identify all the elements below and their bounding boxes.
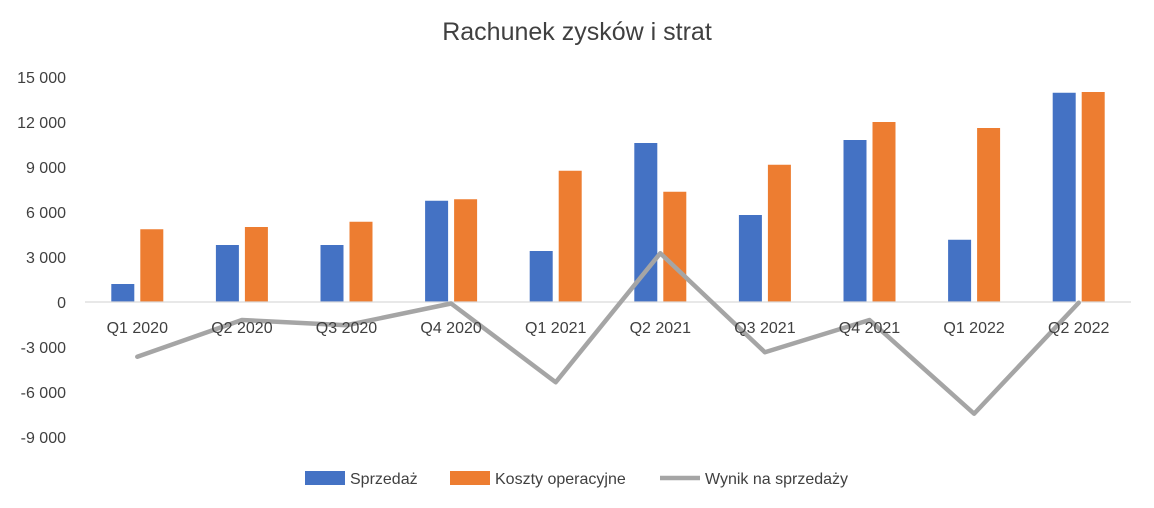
x-tick-label: Q2 2020 bbox=[211, 320, 272, 337]
legend-item-wynik: Wynik na sprzedaży bbox=[660, 471, 848, 488]
y-tick-label: 12 000 bbox=[17, 115, 66, 132]
bar-sprzedaz bbox=[529, 251, 553, 302]
bar-koszty bbox=[558, 170, 582, 302]
x-tick-label: Q2 2022 bbox=[1048, 320, 1109, 337]
bar-sprzedaz bbox=[948, 239, 972, 302]
legend-swatch bbox=[450, 471, 490, 485]
bar-koszty bbox=[349, 221, 373, 302]
y-axis: 15 000 12 000 9 000 6 000 3 000 0 -3 000 -6 000… bbox=[17, 70, 66, 447]
legend-label: Sprzedaż bbox=[350, 471, 418, 488]
legend-swatch bbox=[305, 471, 345, 485]
legend-item-sprzedaz: Sprzedaż bbox=[305, 471, 418, 488]
bar-koszty bbox=[663, 191, 687, 302]
bars bbox=[111, 92, 1105, 302]
bar-sprzedaz bbox=[425, 200, 449, 302]
y-tick-label: 9 000 bbox=[26, 160, 66, 177]
bar-koszty bbox=[767, 164, 791, 302]
x-axis: Q1 2020 Q2 2020 Q3 2020 Q4 2020 Q1 2021 Q2 20… bbox=[107, 320, 1110, 337]
bar-sprzedaz bbox=[320, 245, 344, 302]
bar-sprzedaz bbox=[1052, 92, 1076, 302]
line-wynik bbox=[135, 251, 1081, 416]
bar-sprzedaz bbox=[738, 215, 762, 302]
x-tick-label: Q1 2022 bbox=[943, 320, 1004, 337]
x-tick-label: Q1 2020 bbox=[107, 320, 168, 337]
bar-koszty bbox=[140, 229, 164, 302]
chart-title: Rachunek zysków i strat bbox=[442, 18, 712, 46]
legend-label: Wynik na sprzedaży bbox=[705, 471, 848, 488]
x-tick-label: Q4 2020 bbox=[420, 320, 481, 337]
y-tick-label: 3 000 bbox=[26, 250, 66, 267]
x-tick-label: Q4 2021 bbox=[839, 320, 900, 337]
bar-koszty bbox=[1081, 92, 1105, 302]
y-tick-label: -9 000 bbox=[21, 430, 66, 447]
bar-koszty bbox=[977, 128, 1001, 302]
bar-koszty bbox=[872, 122, 896, 302]
bar-koszty bbox=[454, 199, 478, 302]
y-tick-label: 0 bbox=[57, 295, 66, 312]
y-tick-label: 6 000 bbox=[26, 205, 66, 222]
bar-koszty bbox=[244, 227, 268, 302]
x-tick-label: Q1 2021 bbox=[525, 320, 586, 337]
legend-item-koszty: Koszty operacyjne bbox=[450, 471, 626, 488]
legend: Sprzedaż Koszty operacyjne Wynik na sprzed… bbox=[305, 471, 848, 488]
bar-sprzedaz bbox=[111, 284, 135, 302]
legend-label: Koszty operacyjne bbox=[495, 471, 626, 488]
y-tick-label: 15 000 bbox=[17, 70, 66, 87]
line-series bbox=[135, 251, 1081, 416]
y-tick-label: -3 000 bbox=[21, 340, 66, 357]
bar-sprzedaz bbox=[215, 245, 239, 302]
x-tick-label: Q3 2020 bbox=[316, 320, 377, 337]
bar-sprzedaz bbox=[843, 140, 867, 302]
y-tick-label: -6 000 bbox=[21, 385, 66, 402]
x-tick-label: Q2 2021 bbox=[630, 320, 691, 337]
x-tick-label: Q3 2021 bbox=[734, 320, 795, 337]
